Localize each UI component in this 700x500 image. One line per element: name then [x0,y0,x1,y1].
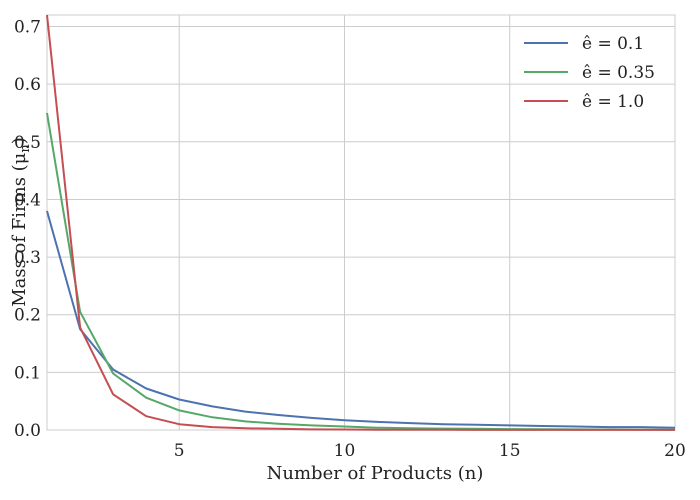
legend-label: ê = 1.0 [582,92,644,112]
y-axis-title-close: ) [9,137,30,144]
x-axis-title: Number of Products (n) [267,463,484,484]
legend-label: ê = 0.1 [582,34,644,54]
legend-label: ê = 0.35 [582,63,655,83]
legend: ê = 0.1 ê = 0.35 ê = 1.0 [524,34,655,112]
y-axis-title-main: Mass of Firms (μ [9,152,30,306]
series-line-1 [46,112,676,431]
y-tick-label: 0.4 [14,190,41,210]
plot-frame [46,14,676,431]
x-tick-label: 10 [334,441,356,461]
y-tick-label: 0.6 [14,75,41,95]
y-axis-title-subscript: n [18,144,33,153]
y-tick-label: 0.3 [14,248,41,268]
y-tick-label: 0.2 [14,306,41,326]
x-tick-label: 15 [499,441,521,461]
y-axis-title: Mass of Firms (μn) [9,137,33,307]
y-tick-label: 0.7 [14,18,41,38]
series-line-0 [46,210,676,429]
x-tick-label: 5 [174,441,185,461]
series-line-2 [46,14,675,431]
grid [47,15,676,431]
x-tick-label: 20 [664,441,686,461]
y-tick-label: 0.1 [14,363,41,383]
series-layer [46,14,676,431]
y-tick-label: 0.0 [14,421,41,441]
tick-labels: 0.0 0.1 0.2 0.3 0.4 0.5 0.6 0.7 5 10 15 20 [14,18,686,461]
y-tick-label: 0.5 [14,133,41,153]
